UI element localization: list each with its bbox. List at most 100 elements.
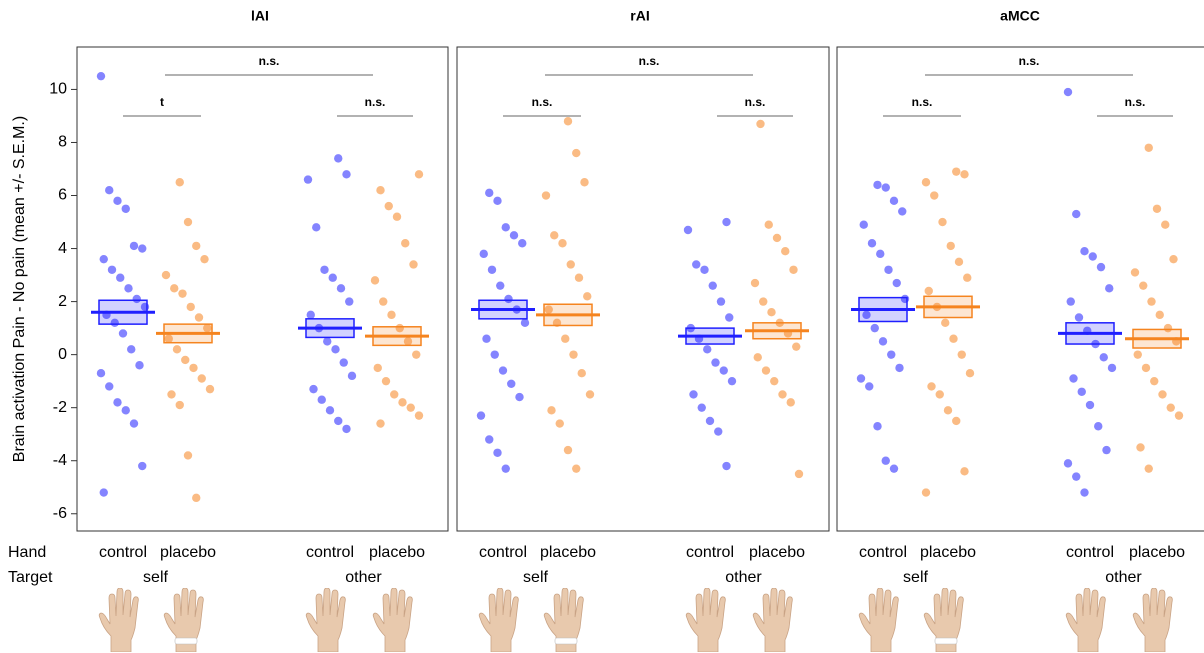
data-point bbox=[921, 488, 931, 497]
data-point bbox=[935, 390, 944, 399]
hand-label: placebo bbox=[1129, 544, 1185, 561]
data-point bbox=[493, 448, 502, 457]
hand-image bbox=[1065, 588, 1106, 652]
data-point bbox=[781, 247, 790, 256]
data-point bbox=[572, 464, 581, 473]
placebo-band bbox=[554, 637, 578, 645]
hand-label: control bbox=[99, 544, 147, 561]
panel-frame bbox=[76, 46, 449, 532]
data-point bbox=[175, 400, 184, 410]
data-point bbox=[572, 148, 581, 158]
hand-label: control bbox=[1066, 544, 1114, 561]
data-point bbox=[323, 337, 332, 346]
data-point bbox=[127, 345, 136, 354]
data-point bbox=[1141, 363, 1151, 373]
hand-image bbox=[685, 588, 726, 652]
data-point bbox=[99, 254, 108, 264]
data-point bbox=[504, 294, 513, 304]
data-point bbox=[580, 178, 589, 187]
data-point bbox=[1063, 87, 1073, 97]
data-point bbox=[181, 355, 190, 365]
data-point bbox=[921, 178, 931, 187]
data-point bbox=[331, 345, 340, 354]
data-point bbox=[164, 334, 173, 343]
data-point bbox=[373, 363, 382, 373]
data-point bbox=[183, 217, 193, 227]
data-point bbox=[203, 323, 212, 333]
data-point bbox=[1088, 252, 1097, 261]
data-point bbox=[172, 345, 182, 354]
data-point bbox=[881, 456, 890, 465]
data-point bbox=[884, 265, 893, 274]
data-point bbox=[482, 334, 491, 343]
panel-title: lAI bbox=[251, 8, 269, 24]
data-point bbox=[727, 376, 737, 386]
data-point bbox=[792, 342, 801, 351]
data-point bbox=[759, 297, 768, 306]
data-point bbox=[938, 217, 947, 227]
data-point bbox=[197, 374, 206, 383]
data-point bbox=[347, 371, 357, 381]
data-point bbox=[750, 278, 760, 288]
data-point bbox=[320, 265, 329, 274]
data-point bbox=[873, 422, 882, 431]
data-point bbox=[1085, 400, 1095, 410]
data-point bbox=[756, 119, 765, 129]
data-point bbox=[317, 395, 326, 404]
hand-label: control bbox=[306, 544, 354, 561]
data-point bbox=[306, 310, 315, 320]
data-point bbox=[520, 318, 530, 328]
data-point bbox=[485, 188, 494, 198]
data-point bbox=[118, 329, 128, 338]
data-point bbox=[1161, 220, 1170, 229]
data-point bbox=[376, 419, 385, 428]
data-point bbox=[725, 313, 734, 322]
data-point bbox=[1066, 297, 1075, 306]
data-point bbox=[342, 424, 351, 434]
hand-label: placebo bbox=[369, 544, 425, 561]
data-point bbox=[135, 361, 144, 370]
data-point bbox=[370, 276, 380, 285]
data-point bbox=[965, 369, 975, 378]
comparison-label: n.s. bbox=[912, 95, 933, 109]
data-point bbox=[943, 406, 953, 415]
data-point bbox=[496, 281, 505, 290]
hand-label: control bbox=[686, 544, 734, 561]
data-point bbox=[186, 302, 195, 312]
data-point bbox=[889, 464, 899, 473]
hand-label: placebo bbox=[160, 544, 216, 561]
data-point bbox=[99, 488, 108, 497]
panel-title: aMCC bbox=[1000, 8, 1040, 24]
data-point bbox=[895, 363, 904, 373]
hand-label: control bbox=[859, 544, 907, 561]
data-point bbox=[1102, 445, 1111, 455]
hand-image bbox=[1132, 588, 1173, 652]
data-point bbox=[583, 292, 592, 301]
data-point bbox=[722, 217, 731, 227]
data-point bbox=[129, 241, 139, 251]
hand-row-label: Hand bbox=[8, 544, 46, 561]
data-point bbox=[1094, 422, 1103, 431]
data-point bbox=[1150, 376, 1159, 386]
data-point bbox=[515, 392, 524, 402]
data-point bbox=[1099, 353, 1108, 362]
data-point bbox=[946, 241, 955, 251]
data-point bbox=[110, 318, 119, 328]
comparison-label: n.s. bbox=[1019, 54, 1040, 68]
data-point bbox=[544, 305, 553, 314]
comparison-label: n.s. bbox=[745, 95, 766, 109]
data-point bbox=[96, 369, 106, 378]
data-point bbox=[113, 196, 122, 206]
data-point bbox=[342, 170, 351, 179]
data-point bbox=[960, 467, 969, 476]
data-point bbox=[856, 374, 866, 383]
target-label: self bbox=[143, 569, 168, 586]
data-point bbox=[789, 265, 798, 274]
data-point bbox=[1133, 350, 1142, 359]
target-label: other bbox=[1105, 569, 1142, 586]
data-point bbox=[924, 286, 933, 296]
data-point bbox=[175, 178, 184, 187]
target-label: other bbox=[345, 569, 382, 586]
data-point bbox=[498, 366, 508, 375]
data-point bbox=[403, 337, 413, 346]
